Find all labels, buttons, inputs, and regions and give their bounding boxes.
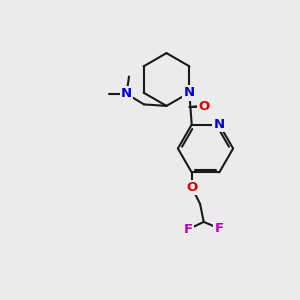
Text: F: F — [184, 223, 193, 236]
Text: N: N — [184, 86, 195, 99]
Text: N: N — [121, 87, 132, 101]
Text: F: F — [215, 222, 224, 235]
Text: N: N — [214, 118, 225, 131]
Text: O: O — [198, 100, 209, 112]
Text: O: O — [186, 181, 197, 194]
